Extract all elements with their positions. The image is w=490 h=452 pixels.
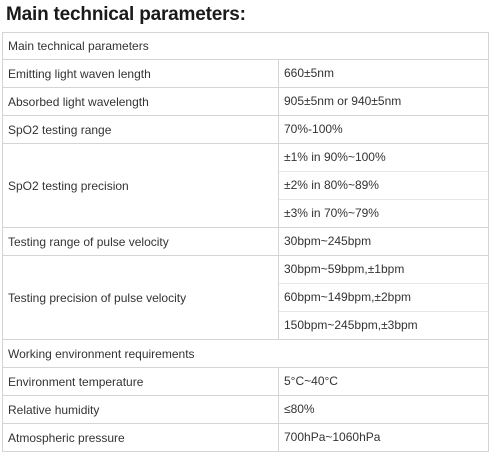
- section-header-row: Main technical parameters: [1, 32, 490, 60]
- param-label: Relative humidity: [2, 395, 279, 424]
- param-value-cell: 905±5nm or 940±5nm: [277, 87, 490, 116]
- table-row: Atmospheric pressure 700hPa~1060hPa: [2, 423, 490, 452]
- param-label: Atmospheric pressure: [2, 423, 279, 452]
- param-value: 5°C~40°C: [284, 374, 338, 388]
- param-value: 150bpm~245bpm,±3bpm: [279, 311, 488, 339]
- param-value: 30bpm~59bpm,±1bpm: [284, 262, 405, 276]
- table-row: SpO2 testing range 70%-100%: [2, 115, 490, 144]
- param-label: SpO2 testing precision: [2, 143, 279, 228]
- table-row: Emitting light waven length 660±5nm: [2, 59, 490, 88]
- param-value: ±2% in 80%~89%: [279, 171, 488, 199]
- param-value-cell: 30bpm~245bpm: [277, 227, 490, 256]
- param-label: SpO2 testing range: [2, 115, 279, 144]
- table-row: Relative humidity ≤80%: [2, 395, 490, 424]
- param-value-cell: 5°C~40°C: [277, 367, 490, 396]
- page-heading: Main technical parameters:: [6, 4, 246, 25]
- param-label: Environment temperature: [2, 367, 279, 396]
- param-value-cell: 660±5nm: [277, 59, 490, 88]
- param-label: Absorbed light wavelength: [2, 87, 279, 116]
- param-value-cell: ≤80%: [277, 395, 490, 424]
- table-row: Testing precision of pulse velocity 30bp…: [2, 255, 490, 340]
- param-value: 905±5nm or 940±5nm: [284, 94, 402, 108]
- param-value-cell: ±1% in 90%~100% ±2% in 80%~89% ±3% in 70…: [277, 143, 490, 228]
- param-label: Testing range of pulse velocity: [2, 227, 279, 256]
- table-row: Testing range of pulse velocity 30bpm~24…: [2, 227, 490, 256]
- param-value: 60bpm~149bpm,±2bpm: [279, 283, 488, 311]
- section-title-main-parameters: Main technical parameters: [1, 32, 490, 60]
- section-header-row: Working environment requirements: [1, 339, 490, 368]
- param-value-cell: 700hPa~1060hPa: [277, 423, 490, 452]
- param-label: Testing precision of pulse velocity: [2, 255, 279, 340]
- table-row: Environment temperature 5°C~40°C: [2, 367, 490, 396]
- param-value: 30bpm~245bpm: [284, 234, 372, 248]
- param-value: 660±5nm: [284, 66, 334, 80]
- param-label: Emitting light waven length: [2, 59, 279, 88]
- table-row: SpO2 testing precision ±1% in 90%~100% ±…: [2, 143, 490, 228]
- technical-parameters-table: Main technical parameters Emitting light…: [1, 32, 490, 452]
- section-title-working-environment: Working environment requirements: [1, 339, 490, 368]
- param-value: ≤80%: [284, 402, 315, 416]
- param-value: 700hPa~1060hPa: [284, 430, 381, 444]
- param-value: 70%-100%: [284, 122, 343, 136]
- param-value: ±3% in 70%~79%: [279, 199, 488, 227]
- param-value-cell: 70%-100%: [277, 115, 490, 144]
- param-value: ±1% in 90%~100%: [284, 150, 386, 164]
- table-row: Absorbed light wavelength 905±5nm or 940…: [2, 87, 490, 116]
- param-value-cell: 30bpm~59bpm,±1bpm 60bpm~149bpm,±2bpm 150…: [277, 255, 490, 340]
